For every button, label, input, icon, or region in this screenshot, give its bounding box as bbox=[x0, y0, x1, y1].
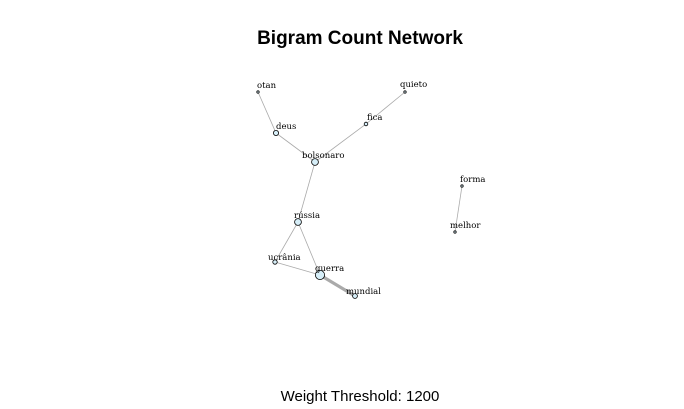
weight-threshold-caption: Weight Threshold: 1200 bbox=[0, 388, 684, 405]
chart-title: Bigram Count Network bbox=[257, 28, 463, 49]
edge-forma-melhor bbox=[454, 185, 463, 233]
threshold-label: Weight Threshold: bbox=[280, 388, 402, 405]
edges-layer bbox=[257, 91, 463, 298]
labels-layer: otan quieto deus fica bolsonaro forma rússia me… bbox=[257, 80, 485, 297]
node-label-mundial: mundial bbox=[346, 287, 381, 297]
edge-deus-bolsonaro bbox=[275, 132, 316, 163]
threshold-value: 1200 bbox=[405, 388, 440, 405]
node-label-quieto: quieto bbox=[400, 80, 427, 90]
node-otan bbox=[256, 90, 260, 94]
edge-bolsonaro-russia bbox=[297, 161, 316, 223]
edge-ucrania-guerra bbox=[274, 261, 321, 276]
node-label-fica: fica bbox=[367, 113, 383, 123]
edge-otan-deus bbox=[257, 91, 277, 134]
node-label-melhor: melhor bbox=[450, 221, 481, 231]
nodes-layer bbox=[256, 90, 464, 299]
node-melhor bbox=[453, 230, 457, 234]
node-label-guerra: guerra bbox=[315, 264, 344, 274]
node-label-bolsonaro: bolsonaro bbox=[302, 151, 344, 161]
edge-quieto-fica bbox=[365, 91, 406, 125]
node-ucrania bbox=[272, 259, 278, 265]
node-russia bbox=[294, 218, 302, 226]
node-guerra bbox=[314, 269, 325, 280]
node-deus bbox=[272, 129, 279, 136]
node-fica bbox=[363, 121, 369, 127]
bigram-network: otan quieto deus fica bolsonaro forma rússia me… bbox=[256, 80, 485, 299]
edge-russia-ucrania bbox=[274, 221, 299, 263]
edge-guerra-mundial bbox=[318, 273, 357, 298]
node-bolsonaro bbox=[311, 158, 319, 166]
edge-fica-bolsonaro bbox=[314, 123, 367, 163]
node-label-russia: rússia bbox=[294, 210, 320, 221]
edge-russia-guerra bbox=[297, 221, 321, 276]
node-label-forma: forma bbox=[460, 175, 485, 185]
node-label-otan: otan bbox=[257, 81, 277, 91]
node-mundial bbox=[352, 293, 358, 299]
node-label-ucrania: ucrânia bbox=[268, 252, 301, 263]
node-forma bbox=[460, 184, 464, 188]
node-label-deus: deus bbox=[276, 122, 296, 132]
node-quieto bbox=[403, 90, 407, 94]
